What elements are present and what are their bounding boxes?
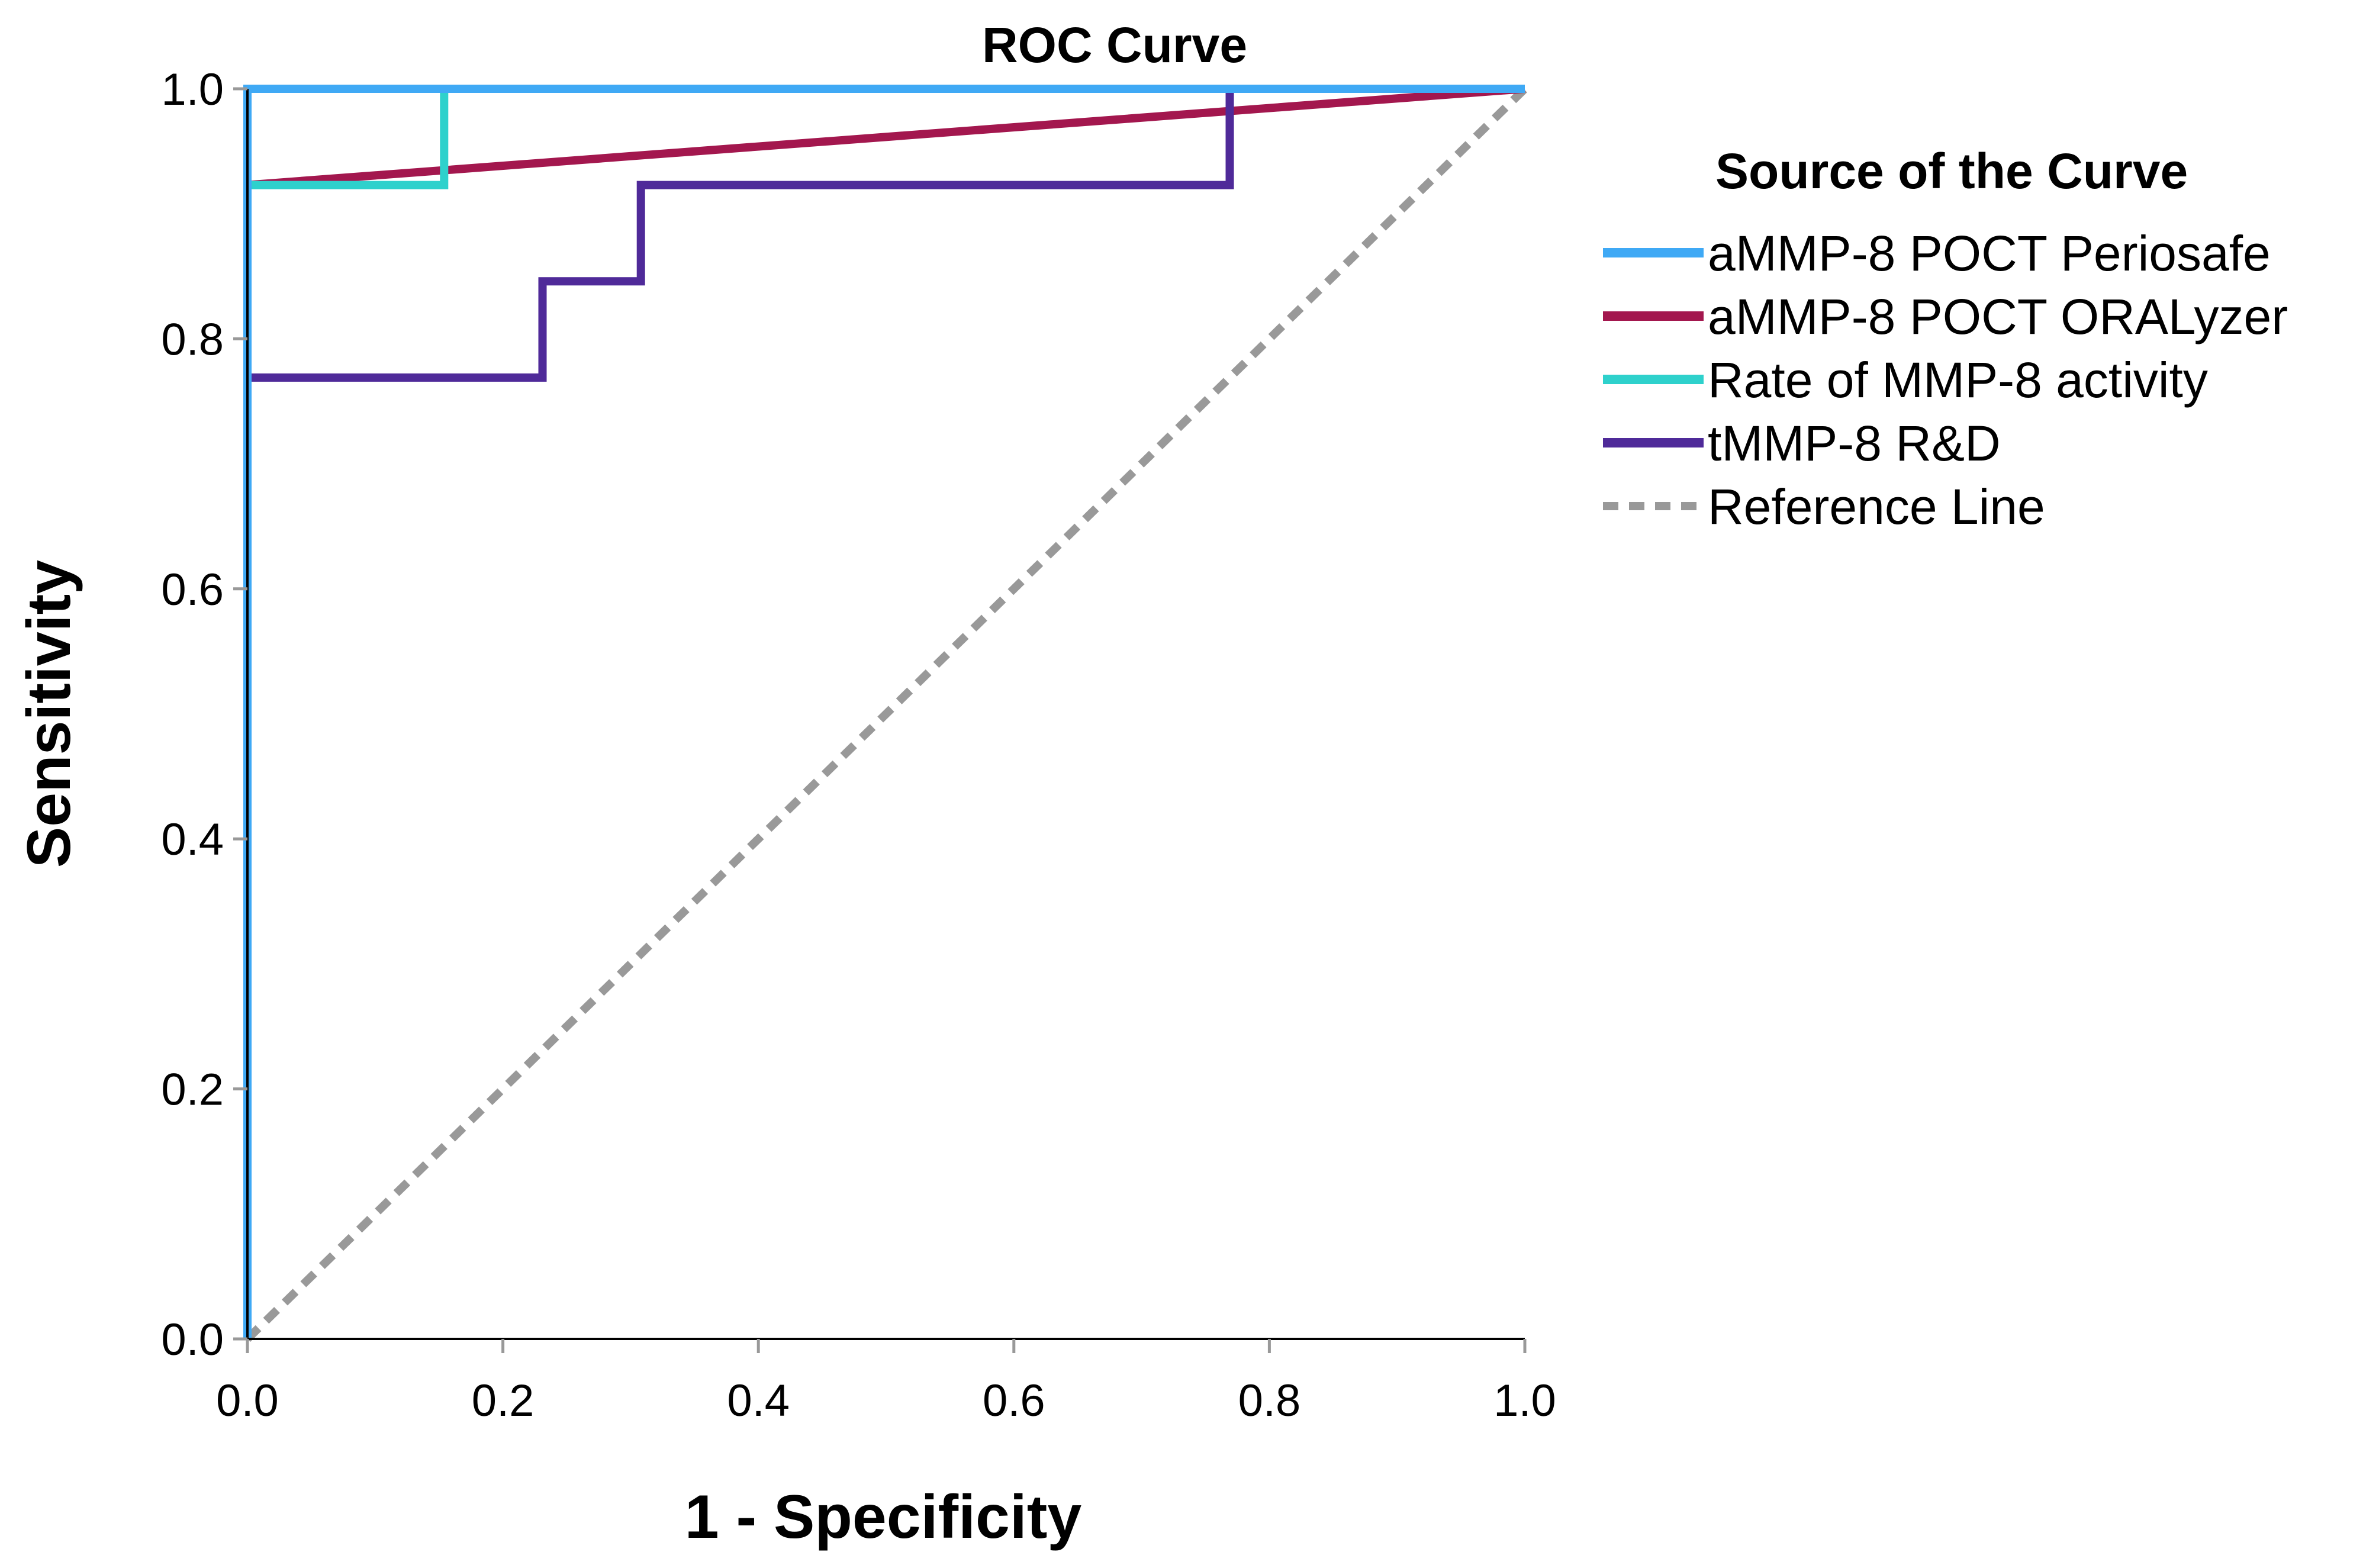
legend-label: Reference Line xyxy=(1708,479,2045,535)
legend-items: aMMP-8 POCT Periosafe aMMP-8 POCT ORALyze… xyxy=(1603,226,2288,535)
series-line-tmmp-8-r-d xyxy=(243,85,1525,1339)
legend-label: aMMP-8 POCT Periosafe xyxy=(1708,226,2271,281)
x-tick-label: 1.0 xyxy=(1493,1376,1556,1426)
y-tick-label: 0.4 xyxy=(161,814,224,865)
x-tick-label: 0.8 xyxy=(1238,1376,1301,1426)
legend: Source of the Curve aMMP-8 POCT Periosaf… xyxy=(1603,143,2288,535)
y-tick-label: 0.8 xyxy=(161,314,224,365)
legend-label: aMMP-8 POCT ORALyzer xyxy=(1708,289,2288,344)
series-layer xyxy=(243,85,1528,1342)
chart-title: ROC Curve xyxy=(982,17,1247,73)
y-tick-label: 0.2 xyxy=(161,1065,224,1115)
x-tick-label: 0.4 xyxy=(727,1376,790,1426)
x-tick-label: 0.6 xyxy=(983,1376,1045,1426)
series-line-reference-line xyxy=(244,85,1528,1342)
y-tick-label: 1.0 xyxy=(161,65,224,115)
x-tick-label: 0.2 xyxy=(472,1376,535,1426)
legend-title: Source of the Curve xyxy=(1715,143,2188,199)
legend-label: tMMP-8 R&D xyxy=(1708,416,2001,471)
axes-layer xyxy=(246,89,1525,1340)
ticks-layer: 0.0 0.2 0.4 0.6 0.8 1.0 0.0 0.2 0.4 0.6 0.8 1.0 xyxy=(161,65,1556,1426)
y-tick-label: 0.0 xyxy=(161,1315,224,1365)
legend-label: Rate of MMP-8 activity xyxy=(1708,352,2208,408)
x-axis-title: 1 - Specificity xyxy=(685,1483,1082,1551)
y-tick-label: 0.6 xyxy=(161,565,224,615)
x-tick-label: 0.0 xyxy=(216,1376,279,1426)
y-axis-title: Sensitivity xyxy=(15,560,83,868)
